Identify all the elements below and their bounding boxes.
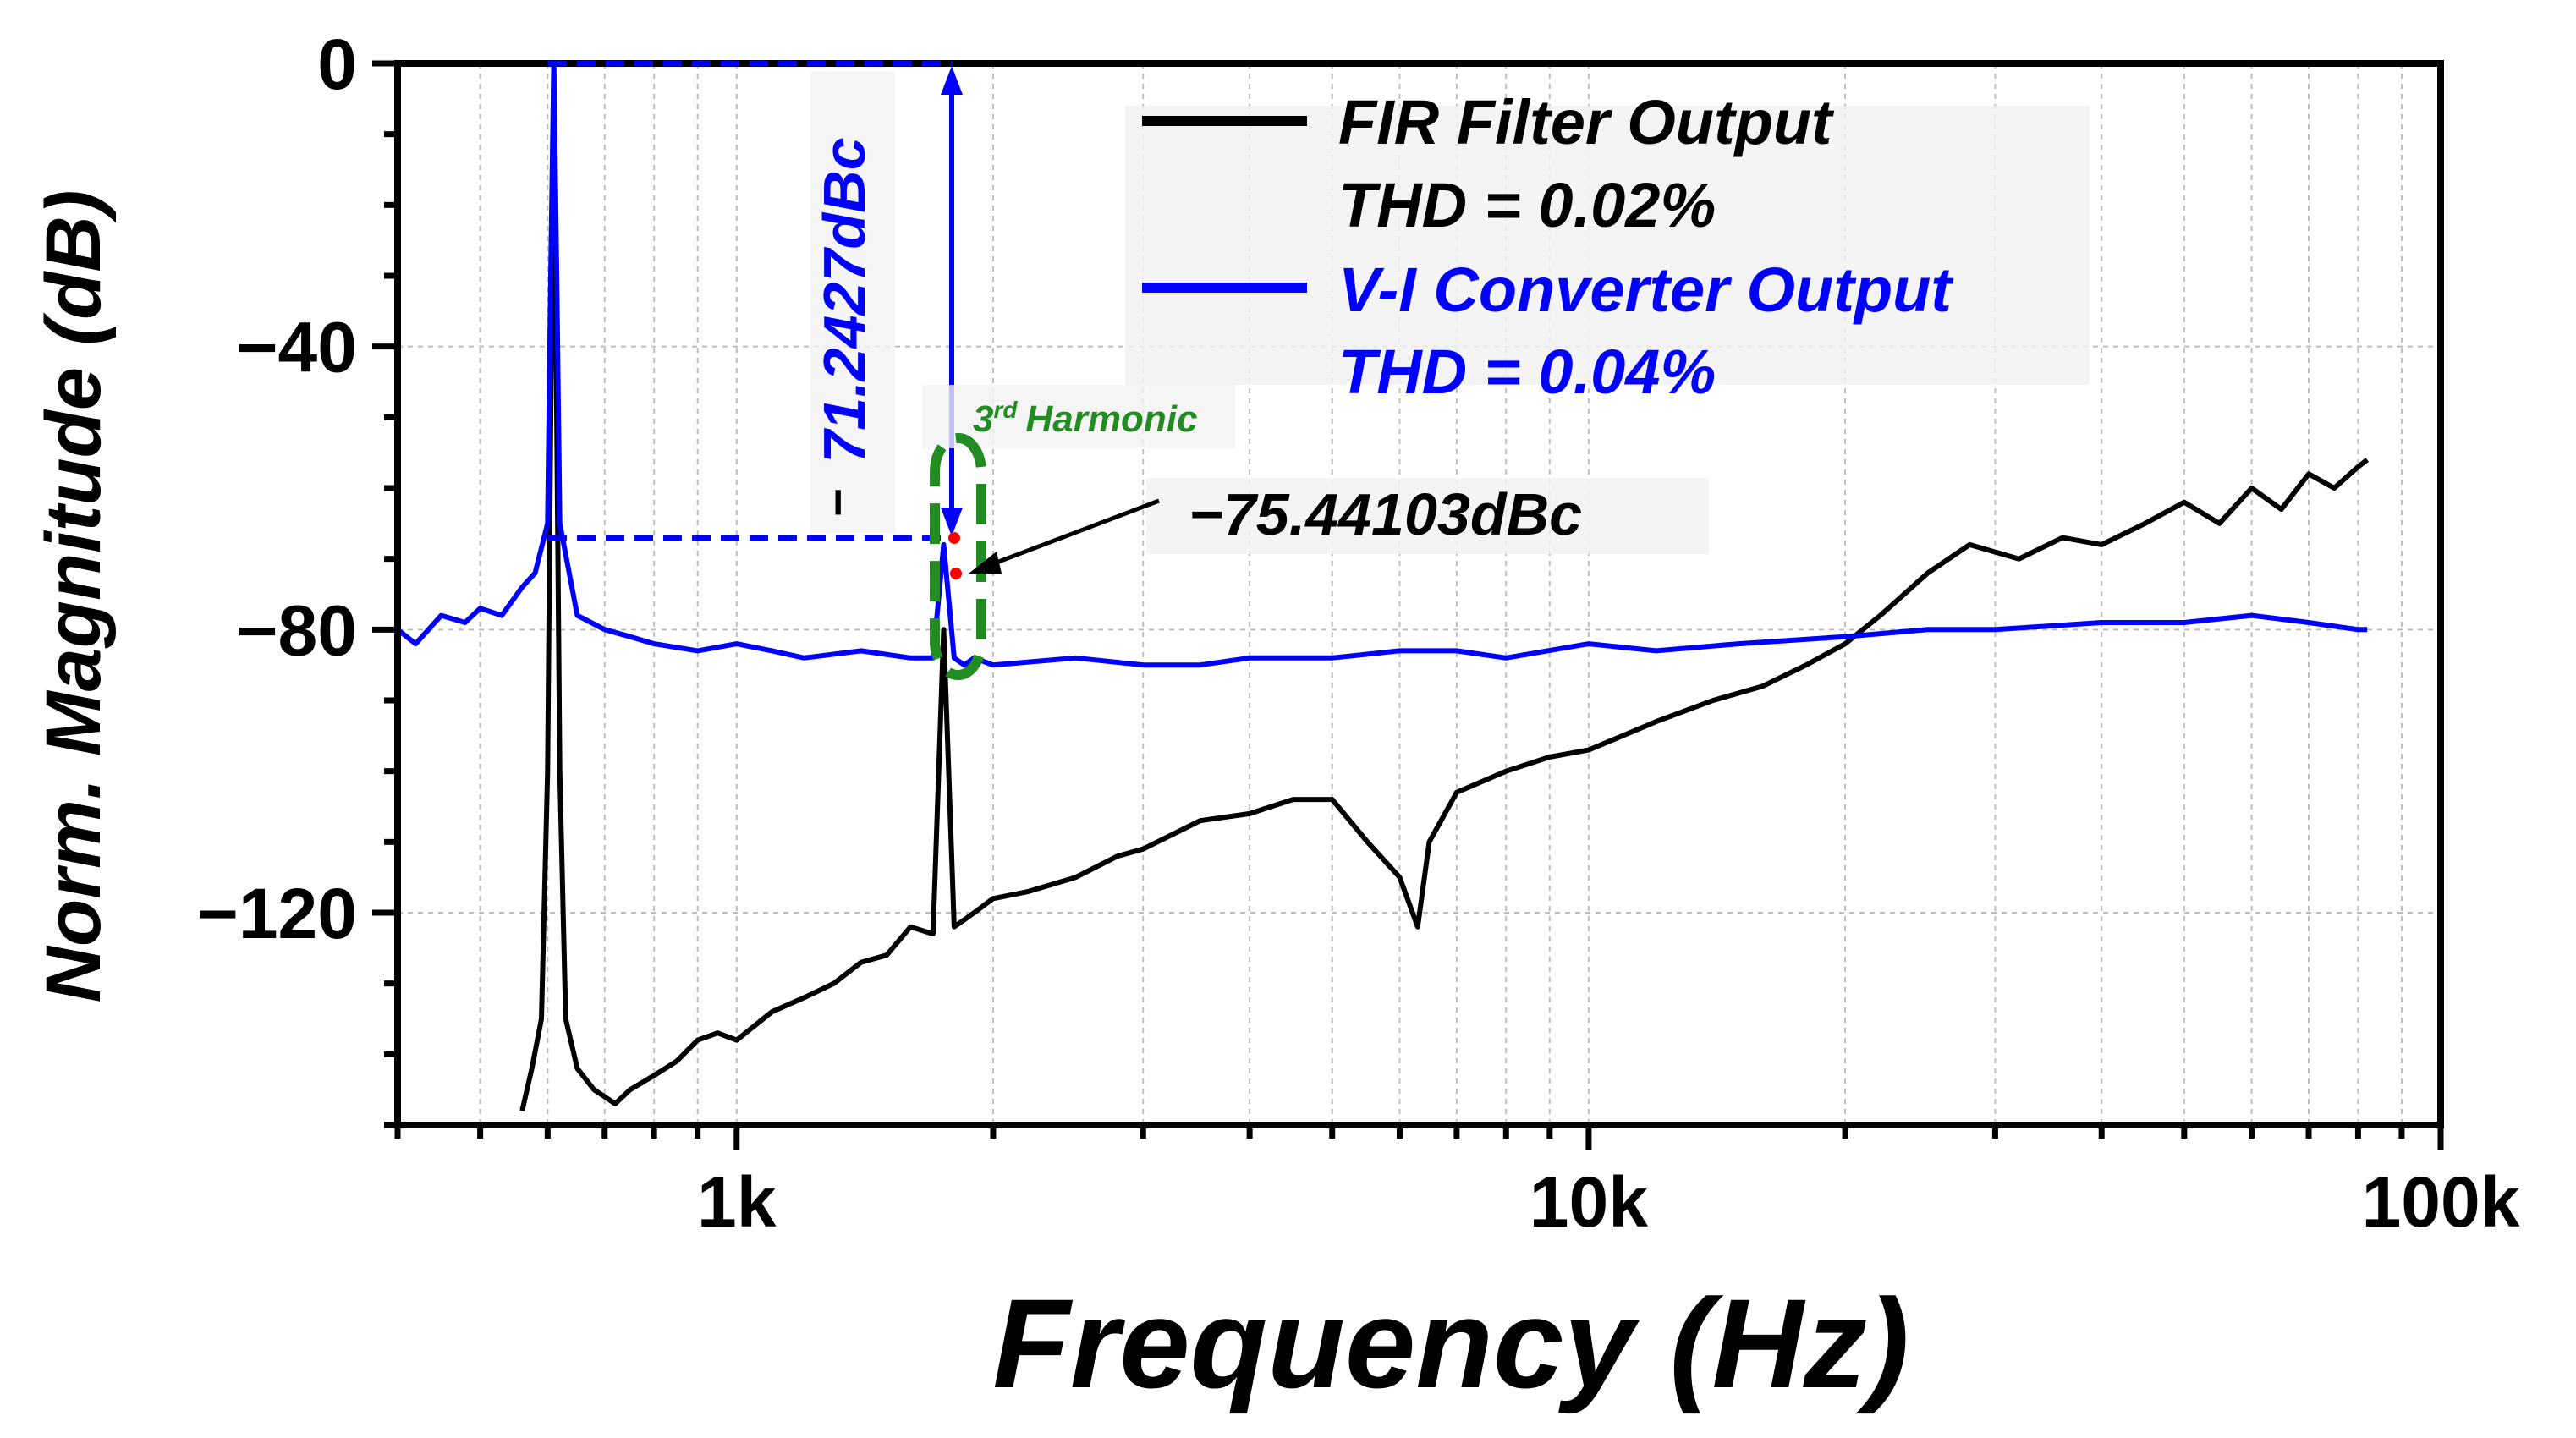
legend-label-fir: FIR Filter Output — [1338, 87, 1835, 157]
harmonic-highlight-ellipse — [930, 433, 986, 680]
annotations: 71.2427dBc − 3rd Harmonic −75.44103dBc — [548, 60, 1709, 680]
x-tick-label: 10k — [1530, 1162, 1648, 1242]
fir-harmonic-label: −75.44103dBc — [1189, 481, 1582, 547]
y-tick-label: −120 — [197, 874, 357, 953]
harmonic-marker-vi — [948, 532, 960, 544]
y-tick-label: 0 — [317, 25, 357, 104]
x-tick-label: 100k — [2362, 1162, 2520, 1242]
plot-area-frame — [394, 60, 2444, 1128]
delta-arrow-head-bottom — [941, 508, 963, 536]
delta-arrow-head-top — [941, 66, 963, 95]
axis-ticks: 0 −40 −80 −120 1k 10k 100k — [197, 25, 2520, 1242]
x-tick-label: 1k — [697, 1162, 777, 1242]
legend-thd-fir: THD = 0.02% — [1338, 170, 1716, 240]
fir-harmonic-arrow-head — [969, 552, 1002, 574]
fir-harmonic-label-background — [1146, 478, 1709, 554]
minus-sign-label: − — [810, 489, 865, 518]
fir-harmonic-arrow-line — [989, 498, 1160, 568]
harmonic-number: 3 — [973, 398, 993, 440]
legend: FIR Filter Output THD = 0.02% V-I Conver… — [1125, 87, 2090, 407]
harmonic-label-background — [922, 385, 1235, 448]
y-axis-title: Norm. Magnitude (dB) — [30, 190, 117, 1003]
harmonic-label: 3rd Harmonic — [973, 397, 1197, 440]
y-tick-label: −40 — [237, 308, 358, 387]
y-tick-label: −80 — [237, 590, 358, 670]
x-axis-title: Frequency (Hz) — [992, 1272, 1909, 1414]
harmonic-word: Harmonic — [1025, 398, 1197, 440]
series-layer — [396, 61, 2370, 1111]
delta-label-background — [810, 72, 895, 533]
harmonic-marker-fir — [950, 568, 962, 579]
legend-label-vi: V-I Converter Output — [1338, 255, 1954, 325]
series-line-fir — [519, 61, 2370, 1111]
legend-thd-vi: THD = 0.04% — [1338, 337, 1716, 407]
legend-background — [1125, 106, 2090, 385]
series-line-vi — [396, 61, 2368, 668]
harmonic-superscript: rd — [993, 397, 1018, 423]
delta-label: 71.2427dBc — [811, 137, 877, 463]
